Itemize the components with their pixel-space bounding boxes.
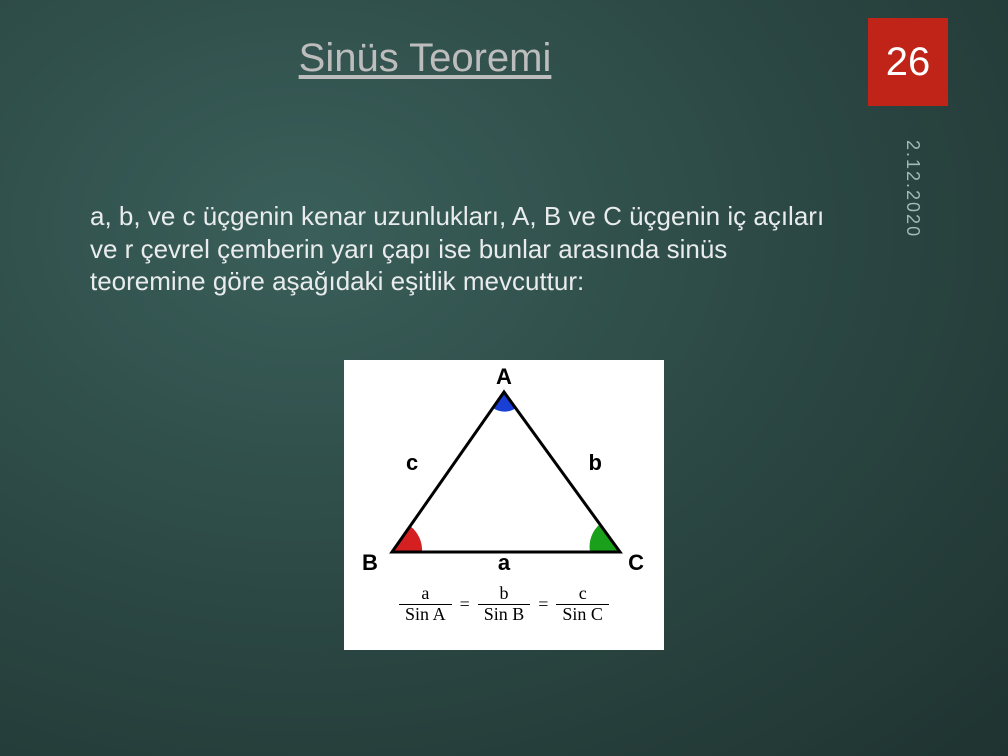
frac-den: Sin A xyxy=(399,604,452,625)
triangle-diagram: A B C a b c xyxy=(344,360,664,580)
frac-num: c xyxy=(573,584,593,604)
slide-title: Sinüs Teoremi xyxy=(0,36,850,81)
triangle-figure: A B C a b c a Sin A = b Sin B = c Sin C xyxy=(344,360,664,650)
triangle-svg xyxy=(344,360,664,580)
fraction-2: b Sin B xyxy=(478,584,531,625)
triangle-outline xyxy=(392,392,620,552)
frac-num: a xyxy=(415,584,435,604)
slide-body-text: a, b, ve c üçgenin kenar uzunlukları, A,… xyxy=(90,200,850,298)
side-label-a: a xyxy=(498,550,510,576)
equals-2: = xyxy=(534,594,552,615)
frac-num: b xyxy=(494,584,515,604)
side-label-b: b xyxy=(589,450,602,476)
side-label-c: c xyxy=(406,450,418,476)
vertex-label-A: A xyxy=(496,364,512,390)
frac-den: Sin C xyxy=(556,604,609,625)
vertex-label-B: B xyxy=(362,550,378,576)
frac-den: Sin B xyxy=(478,604,531,625)
equals-1: = xyxy=(456,594,474,615)
slide-date: 2.12.2020 xyxy=(902,140,923,238)
sine-formula: a Sin A = b Sin B = c Sin C xyxy=(344,580,664,625)
vertex-label-C: C xyxy=(628,550,644,576)
fraction-3: c Sin C xyxy=(556,584,609,625)
fraction-1: a Sin A xyxy=(399,584,452,625)
page-number-badge: 26 xyxy=(868,18,948,106)
